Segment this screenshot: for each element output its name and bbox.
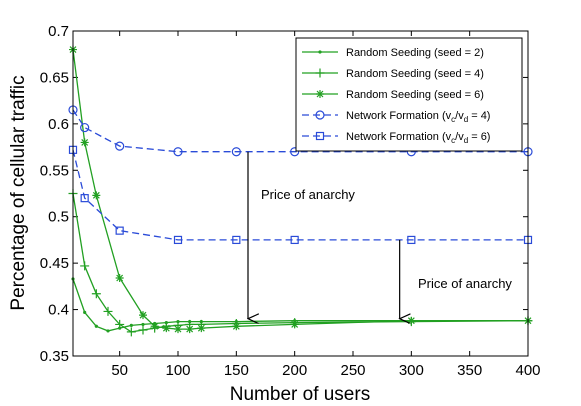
data-point [185,325,194,334]
data-point [115,226,124,235]
data-point [150,322,159,331]
y-tick-label: 0.45 [40,255,69,272]
legend-label: Network Formation (vc/vd = 6) [346,131,490,145]
data-point [231,147,241,157]
data-point [232,322,241,331]
data-point [290,320,299,329]
legend-entry: Random Seeding (seed = 2) [302,47,484,59]
x-tick-label: 350 [457,362,482,379]
legend-label: Random Seeding (seed = 6) [346,89,484,101]
y-tick-label: 0.5 [48,209,69,226]
data-point [162,324,171,333]
annotation-label: Price of anarchy [261,187,355,202]
data-point [80,261,90,271]
x-tick-label: 150 [224,362,249,379]
x-tick-label: 200 [282,362,307,379]
data-point [407,235,416,245]
legend-marker [315,131,325,141]
x-axis-label: Number of users [230,384,370,405]
data-point [91,289,101,299]
data-point [80,194,89,203]
series-line [72,49,528,330]
data-point [138,325,148,335]
data-point [115,319,125,329]
x-tick-label: 300 [399,362,424,379]
plot-frame [72,30,529,357]
data-point [173,147,183,157]
y-tick-label: 0.55 [40,162,69,179]
data-point [232,235,241,245]
data-point [80,138,89,147]
x-tick-label: 250 [340,362,365,379]
data-point [407,316,416,325]
data-point [103,306,113,316]
data-point [80,122,90,133]
legend-marker [315,110,325,120]
y-tick-label: 0.7 [48,23,69,40]
data-point [115,141,125,151]
series-3 [69,45,532,334]
data-point [129,323,133,327]
data-point [83,310,87,314]
legend-label: Random Seeding (seed = 2) [346,47,484,59]
series-line [72,109,528,153]
data-point [126,327,136,337]
data-point [174,325,182,334]
legend-entry: Network Formation (vc/vd = 6) [302,131,490,145]
series-line [72,278,528,332]
data-point [141,322,145,327]
legend-entry: Random Seeding (seed = 4) [302,68,484,80]
data-point [106,329,110,333]
legend-marker [316,90,324,98]
data-point [115,274,124,282]
data-point [197,324,206,333]
y-tick-label: 0.6 [48,116,69,133]
x-tick-label: 100 [165,362,190,379]
series-line [72,149,528,241]
y-tick-label: 0.35 [40,348,69,365]
legend-marker [315,68,325,78]
legend-marker [318,50,322,54]
legend-entry: Network Formation (vc/vd = 4) [302,110,490,124]
data-point [92,191,101,200]
annotation-label: Price of anarchy [418,276,512,291]
data-point [139,311,147,320]
y-tick-label: 0.4 [48,302,69,319]
y-axis-label: Percentage of cellular traffic [8,75,29,310]
data-point [94,324,98,328]
data-point [290,235,299,245]
legend-label: Random Seeding (seed = 4) [346,68,484,80]
y-tick-label: 0.65 [40,69,69,86]
data-point [173,235,183,245]
x-tick-label: 50 [111,362,128,379]
x-tick-label: 400 [515,362,540,379]
legend-label: Network Formation (vc/vd = 4) [346,110,490,124]
legend-entry: Random Seeding (seed = 6) [302,89,484,101]
data-point [290,147,300,157]
